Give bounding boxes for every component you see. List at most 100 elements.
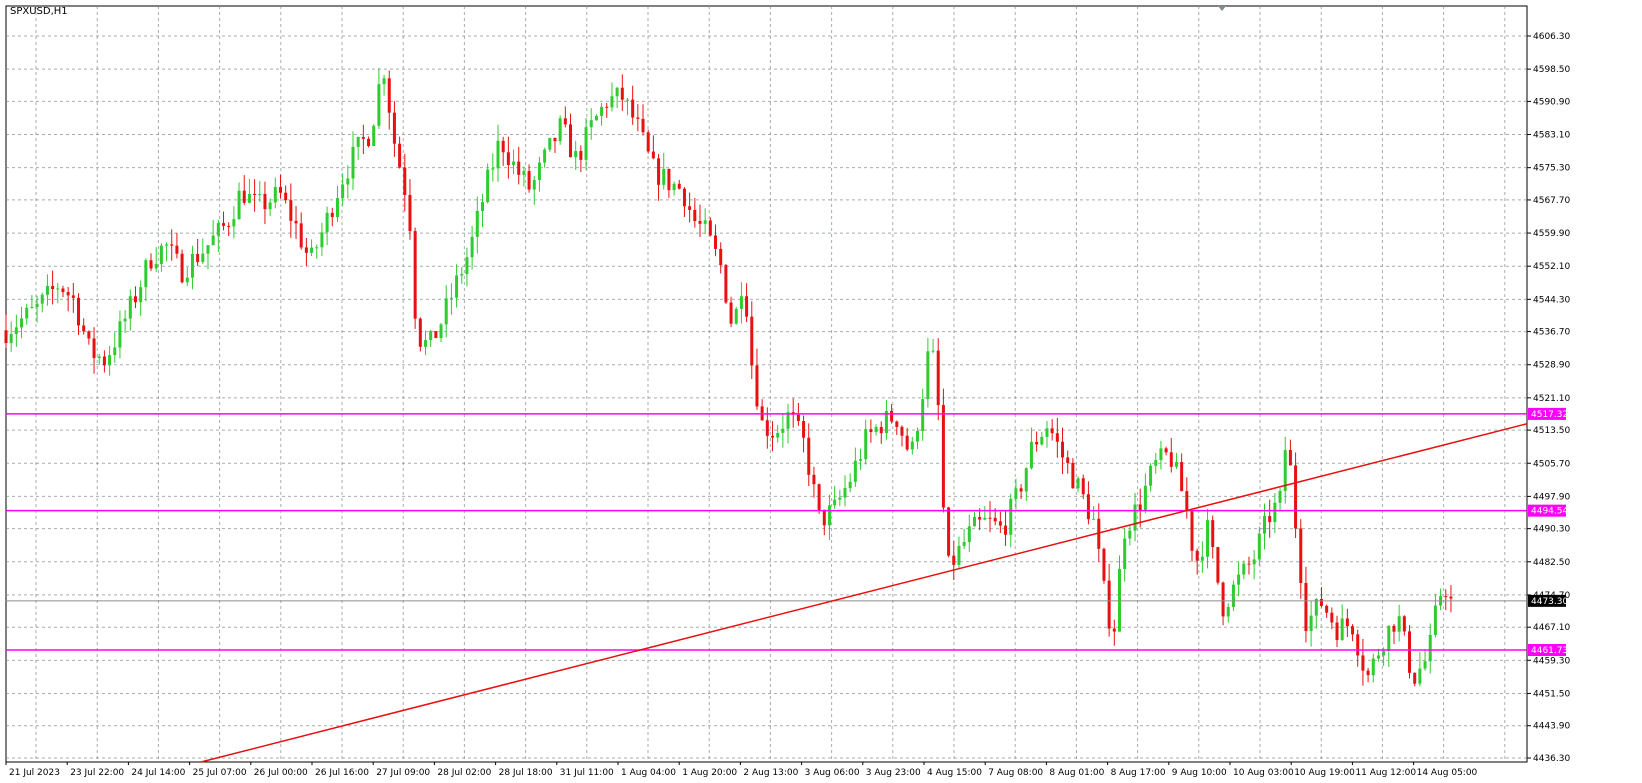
x-tick-label: 23 Jul 22:00 [70,768,124,778]
y-tick-label: 4467.10 [1533,623,1570,633]
candle-bull [1257,533,1261,560]
candle-bear [1164,448,1168,453]
candle-bear [553,137,557,142]
candle-bull [522,171,526,175]
candle-bear [1325,605,1329,613]
candle-bear [563,118,567,125]
candle-bull [1423,661,1427,669]
candle-bear [299,223,303,248]
candle-bear [1102,548,1106,581]
candle-bear [175,245,179,254]
candle-bull [1418,668,1422,684]
candle-bull [967,526,971,542]
symbol-timeframe-label: SPXUSD,H1 [10,6,68,17]
horizontal-level-price-label: 4494.54 [1531,507,1568,517]
y-tick-label: 4552.10 [1533,262,1570,272]
candle-bear [869,429,873,433]
candle-bear [1361,655,1365,671]
candle-bull [315,247,319,249]
candle-bull [1045,428,1049,437]
candle-bull [594,115,598,121]
candle-bear [180,253,184,283]
candle-bull [739,296,743,309]
candle-bull [1314,598,1318,616]
candle-bear [1247,563,1251,565]
candle-bear [1066,457,1070,463]
candle-bull [335,198,339,218]
candle-bear [1112,628,1116,632]
candle-bull [1273,502,1277,523]
candle-bull [201,253,205,262]
horizontal-level-price-label: 4517.32 [1531,410,1568,420]
candle-bear [1319,598,1323,606]
candle-bull [113,347,117,356]
candle-bear [941,405,945,508]
candle-bull [40,294,44,304]
y-tick-label: 4436.30 [1533,754,1570,764]
y-tick-label: 4482.50 [1533,558,1570,568]
candle-bear [1356,634,1360,656]
candle-bull [1024,468,1028,492]
candle-bull [1092,518,1096,520]
x-tick-label: 1 Aug 20:00 [682,768,737,778]
candle-bear [905,435,909,450]
candle-bull [972,516,976,527]
candle-bull [853,460,857,482]
candle-bear [900,426,904,436]
candle-bear [102,356,106,366]
candle-bear [667,168,671,191]
candle-bear [284,192,288,201]
candle-bear [988,517,992,519]
candle-bull [480,202,484,211]
shift-marker-icon[interactable] [1218,6,1226,11]
candle-bull [97,356,101,358]
candle-bear [278,187,282,193]
candle-bear [719,248,723,266]
candle-bull [1309,615,1313,632]
candle-bear [822,509,826,526]
plot-frame [5,5,1528,763]
candle-bear [82,325,86,332]
y-tick-label: 4606.30 [1533,32,1570,42]
candle-bear [998,521,1002,526]
trendline[interactable] [200,423,1528,763]
candle-bear [242,190,246,203]
candle-bull [144,260,148,288]
candle-bull [1143,485,1147,511]
candle-bull [1340,618,1344,641]
candle-bull [1123,538,1127,569]
candle-bull [310,247,314,253]
candle-bull [843,488,847,498]
y-tick-label: 4513.50 [1533,426,1570,436]
candle-bear [387,78,391,113]
candle-bull [926,351,930,400]
candle-bull [1128,530,1132,539]
candle-bull [983,517,987,520]
candle-bull [159,245,163,265]
candle-bull [776,432,780,438]
candle-bear [895,421,899,427]
y-tick-label: 4567.70 [1533,196,1570,206]
y-tick-label: 4451.50 [1533,689,1570,699]
candle-bear [651,151,655,159]
candle-bull [429,331,433,341]
candle-bull [45,286,49,295]
candle-bull [1029,441,1033,469]
candle-bear [4,330,8,344]
candle-bull [1014,488,1018,499]
x-tick-label: 3 Aug 06:00 [805,768,860,778]
candle-bull [56,288,60,290]
candle-bull [838,497,842,500]
candle-bull [1231,584,1235,607]
candle-bull [211,235,215,246]
candle-bull [1252,559,1256,565]
candle-bear [682,188,686,207]
candle-bull [232,219,236,227]
candle-bull [584,127,588,160]
candle-bull [382,78,386,85]
candle-bull [625,99,629,101]
candle-bull [206,245,210,254]
x-tick-label: 28 Jul 02:00 [437,768,491,778]
